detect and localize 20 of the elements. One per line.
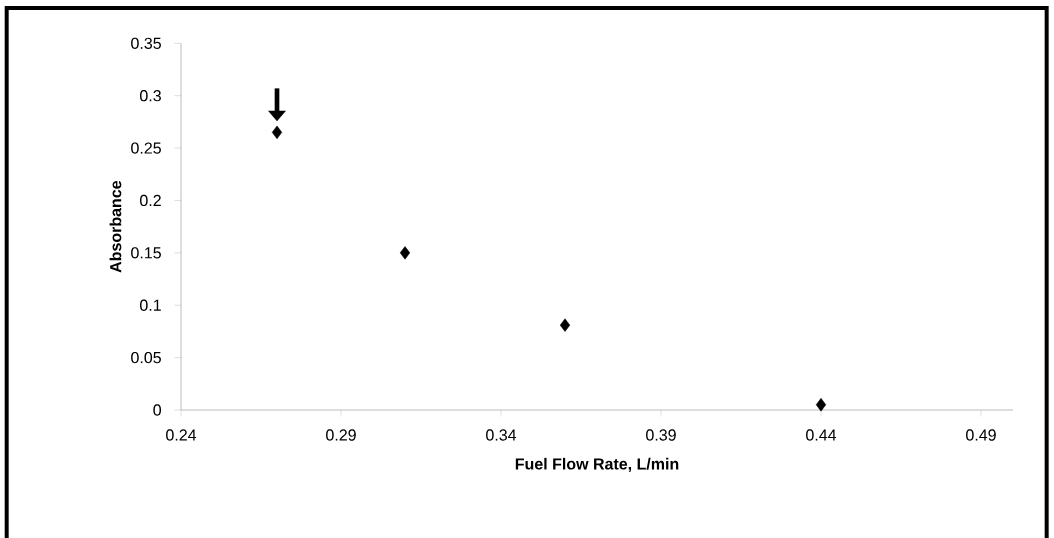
x-axis-title: Fuel Flow Rate, L/min [515,457,679,472]
y-axis-title: Absorbance [109,180,122,273]
y-tick-label: 0.15 [131,247,161,259]
x-tick-label: 0.39 [646,429,676,441]
x-tick-label: 0.34 [486,429,517,441]
x-tick-label: 0.49 [966,429,996,441]
y-tick-label: 0.25 [131,142,161,154]
y-tick-label: 0 [153,404,162,416]
point [399,246,411,260]
y-tick-label: 0.1 [140,299,161,311]
y-tick-label: 0.35 [131,37,161,49]
y-tick-label: 0.2 [140,194,161,207]
x-tick-label: 0.24 [166,429,197,441]
point [815,398,827,412]
y-tick-label: 0.05 [131,351,161,364]
y-tick-label: 0.3 [140,90,161,102]
point [559,318,571,332]
x-tick-label: 0.44 [806,429,837,441]
x-tick-label: 0.29 [326,429,356,441]
point [271,125,283,140]
